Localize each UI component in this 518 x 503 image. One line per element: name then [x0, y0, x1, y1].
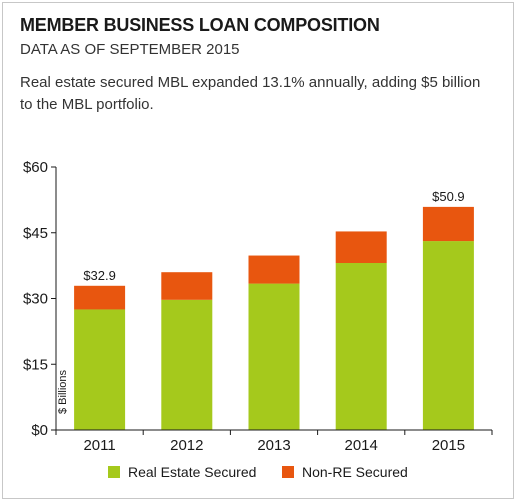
- data-label-group: $32.9 $50.9: [83, 189, 464, 283]
- bar-non-re-secured: [74, 285, 126, 310]
- x-tick-label: 2012: [170, 437, 203, 454]
- bar-real-estate-secured: [422, 241, 474, 430]
- y-axis: $0 $15 $30 $45 $60: [23, 159, 57, 439]
- y-tick-label: $0: [31, 422, 48, 439]
- chart-subtitle: DATA AS OF SEPTEMBER 2015: [20, 41, 240, 58]
- bar-real-estate-secured: [161, 299, 213, 430]
- legend-swatch-non-re: [282, 466, 294, 478]
- legend-label: Real Estate Secured: [128, 464, 256, 480]
- bar-real-estate-secured: [248, 283, 300, 430]
- bar-non-re-secured: [335, 231, 387, 263]
- chart-summary: Real estate secured MBL expanded 13.1% a…: [20, 74, 481, 113]
- legend-swatch-real-estate: [108, 466, 120, 478]
- x-tick-label: 2014: [345, 437, 378, 454]
- bar-real-estate-secured: [335, 262, 387, 430]
- x-axis: 2011 2012 2013 2014 2015: [55, 429, 493, 454]
- bar-non-re-secured: [161, 272, 213, 300]
- x-tick-label: 2015: [432, 437, 465, 454]
- legend: Real Estate Secured Non-RE Secured: [108, 464, 408, 480]
- bar-group: [74, 206, 474, 430]
- x-tick-label: 2011: [83, 437, 115, 454]
- y-tick-label: $30: [23, 291, 48, 308]
- y-tick-label: $60: [23, 159, 48, 176]
- chart-title: MEMBER BUSINESS LOAN COMPOSITION: [20, 15, 380, 35]
- data-label: $50.9: [432, 189, 465, 204]
- y-tick-label: $45: [23, 225, 48, 242]
- x-tick-label: 2013: [257, 437, 290, 454]
- y-axis-title: $ Billions: [57, 369, 69, 414]
- bar-real-estate-secured: [74, 309, 126, 430]
- legend-label: Non-RE Secured: [302, 464, 408, 480]
- bar-non-re-secured: [422, 206, 474, 242]
- y-tick-label: $15: [23, 356, 48, 373]
- data-label: $32.9: [83, 268, 116, 283]
- bar-non-re-secured: [248, 255, 300, 284]
